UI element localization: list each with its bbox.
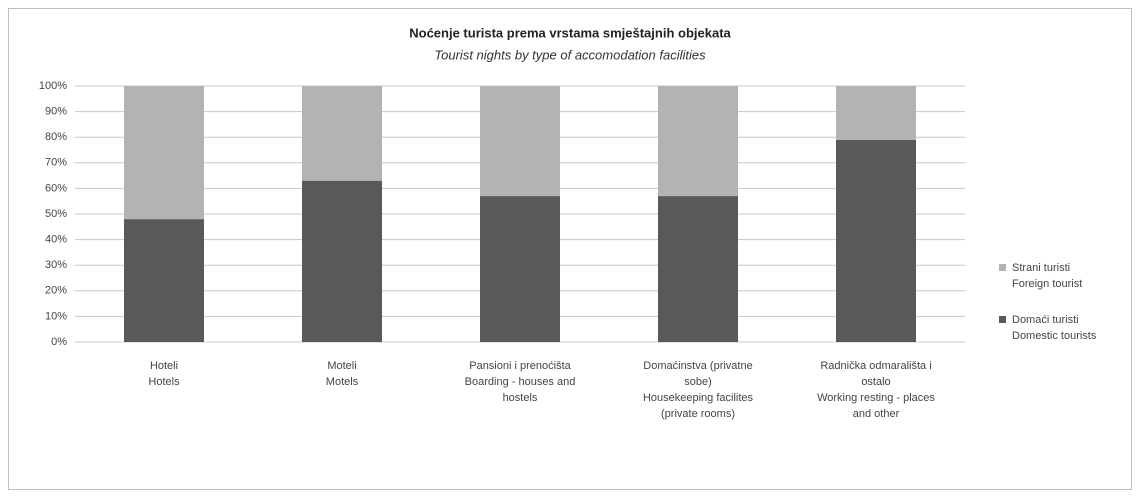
y-tick-label: 50% (45, 208, 67, 220)
y-tick-label: 10% (45, 310, 67, 322)
bar-segment (480, 86, 560, 197)
x-tick-label: and other (853, 408, 900, 420)
x-tick-label: Hoteli (150, 360, 178, 372)
chart-title: Noćenje turista prema vrstama smještajni… (409, 25, 731, 40)
y-tick-label: 0% (51, 336, 67, 348)
x-tick-label: Domaćinstva (privatne (643, 360, 752, 372)
x-tick-label: ostalo (861, 376, 890, 388)
x-tick-label: Hotels (148, 376, 180, 388)
y-tick-label: 30% (45, 259, 67, 271)
x-tick-label: (private rooms) (661, 408, 735, 420)
x-tick-label: Radnička odmarališta i (820, 360, 931, 372)
bar-segment (302, 86, 382, 181)
bar-segment (302, 180, 382, 342)
bar-segment (658, 86, 738, 197)
x-tick-label: Working resting - places (817, 392, 935, 404)
bar-segment (836, 86, 916, 140)
y-tick-label: 60% (45, 182, 67, 194)
x-tick-label: Motels (326, 376, 359, 388)
legend-swatch (999, 264, 1006, 271)
legend-label: Domaći turisti (1012, 314, 1079, 326)
bar-segment (836, 139, 916, 342)
legend-label: Foreign tourist (1012, 278, 1082, 290)
x-tick-label: Pansioni i prenoćišta (469, 360, 571, 372)
bar-segment (124, 219, 204, 342)
chart-subtitle: Tourist nights by type of accomodation f… (434, 47, 706, 62)
y-tick-label: 20% (45, 285, 67, 297)
x-tick-label: hostels (503, 392, 538, 404)
x-tick-label: sobe) (684, 376, 712, 388)
bar-segment (658, 196, 738, 342)
y-tick-label: 100% (39, 80, 67, 92)
y-tick-label: 90% (45, 106, 67, 118)
x-tick-label: Housekeeping facilites (643, 392, 754, 404)
x-tick-label: Moteli (327, 360, 356, 372)
legend-label: Strani turisti (1012, 262, 1070, 274)
legend-swatch (999, 316, 1006, 323)
y-tick-label: 80% (45, 131, 67, 143)
y-tick-label: 70% (45, 157, 67, 169)
legend-label: Domestic tourists (1012, 330, 1097, 342)
y-tick-label: 40% (45, 234, 67, 246)
x-tick-label: Boarding - houses and (465, 376, 576, 388)
bar-segment (124, 86, 204, 220)
bar-segment (480, 196, 560, 342)
